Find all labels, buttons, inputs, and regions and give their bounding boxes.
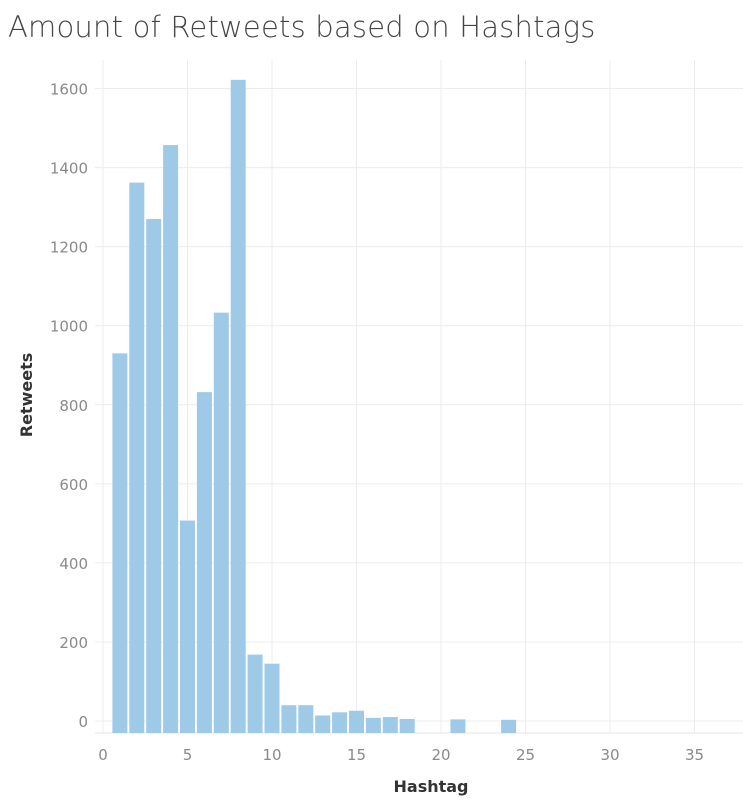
y-tick-label: 200 bbox=[59, 634, 88, 652]
chart-title: Amount of Retweets based on Hashtags bbox=[8, 10, 596, 44]
bar-hashtag-11[interactable] bbox=[281, 705, 297, 733]
x-tick-label: 15 bbox=[347, 746, 366, 764]
y-tick-label: 1000 bbox=[50, 318, 88, 336]
x-tick-label: 0 bbox=[98, 746, 108, 764]
y-tick-label: 0 bbox=[78, 713, 88, 731]
x-tick-label: 25 bbox=[516, 746, 535, 764]
bar-hashtag-24[interactable] bbox=[501, 719, 517, 733]
y-tick-label: 1200 bbox=[50, 239, 88, 257]
bar-hashtag-1[interactable] bbox=[112, 353, 128, 733]
bar-hashtag-7[interactable] bbox=[213, 312, 229, 733]
bar-hashtag-4[interactable] bbox=[163, 145, 179, 733]
bar-hashtag-12[interactable] bbox=[298, 705, 314, 733]
x-tick-label: 30 bbox=[600, 746, 619, 764]
bar-hashtag-21[interactable] bbox=[450, 719, 466, 733]
y-tick-label: 800 bbox=[59, 397, 88, 415]
bar-hashtag-8[interactable] bbox=[230, 79, 246, 733]
bar-hashtag-18[interactable] bbox=[399, 719, 415, 733]
x-tick-label: 35 bbox=[685, 746, 704, 764]
y-tick-label: 1400 bbox=[50, 160, 88, 178]
y-axis-ticks: 0 200 400 600 800 1000 1200 1400 1600 bbox=[50, 81, 88, 731]
bar-hashtag-16[interactable] bbox=[365, 717, 381, 733]
bar-hashtag-5[interactable] bbox=[180, 520, 195, 733]
y-tick-label: 400 bbox=[59, 555, 88, 573]
x-tick-label: 5 bbox=[183, 746, 193, 764]
y-axis-title: Retweets bbox=[17, 353, 36, 437]
bar-hashtag-6[interactable] bbox=[196, 392, 212, 733]
y-tick-label: 600 bbox=[59, 476, 88, 494]
bar-hashtag-3[interactable] bbox=[146, 218, 162, 733]
y-tick-label: 1600 bbox=[50, 81, 88, 99]
bar-hashtag-2[interactable] bbox=[129, 182, 145, 734]
x-tick-label: 20 bbox=[431, 746, 450, 764]
bar-hashtag-17[interactable] bbox=[382, 717, 398, 733]
x-tick-label: 10 bbox=[262, 746, 281, 764]
x-axis-title: Hashtag bbox=[394, 777, 469, 796]
bar-hashtag-15[interactable] bbox=[349, 710, 364, 733]
bars-group bbox=[112, 79, 517, 734]
bar-hashtag-9[interactable] bbox=[247, 654, 263, 733]
bar-hashtag-13[interactable] bbox=[315, 715, 331, 733]
bar-hashtag-10[interactable] bbox=[264, 663, 280, 733]
x-axis-ticks: 0 5 10 15 20 25 30 35 bbox=[98, 746, 704, 764]
bar-hashtag-14[interactable] bbox=[332, 712, 348, 733]
